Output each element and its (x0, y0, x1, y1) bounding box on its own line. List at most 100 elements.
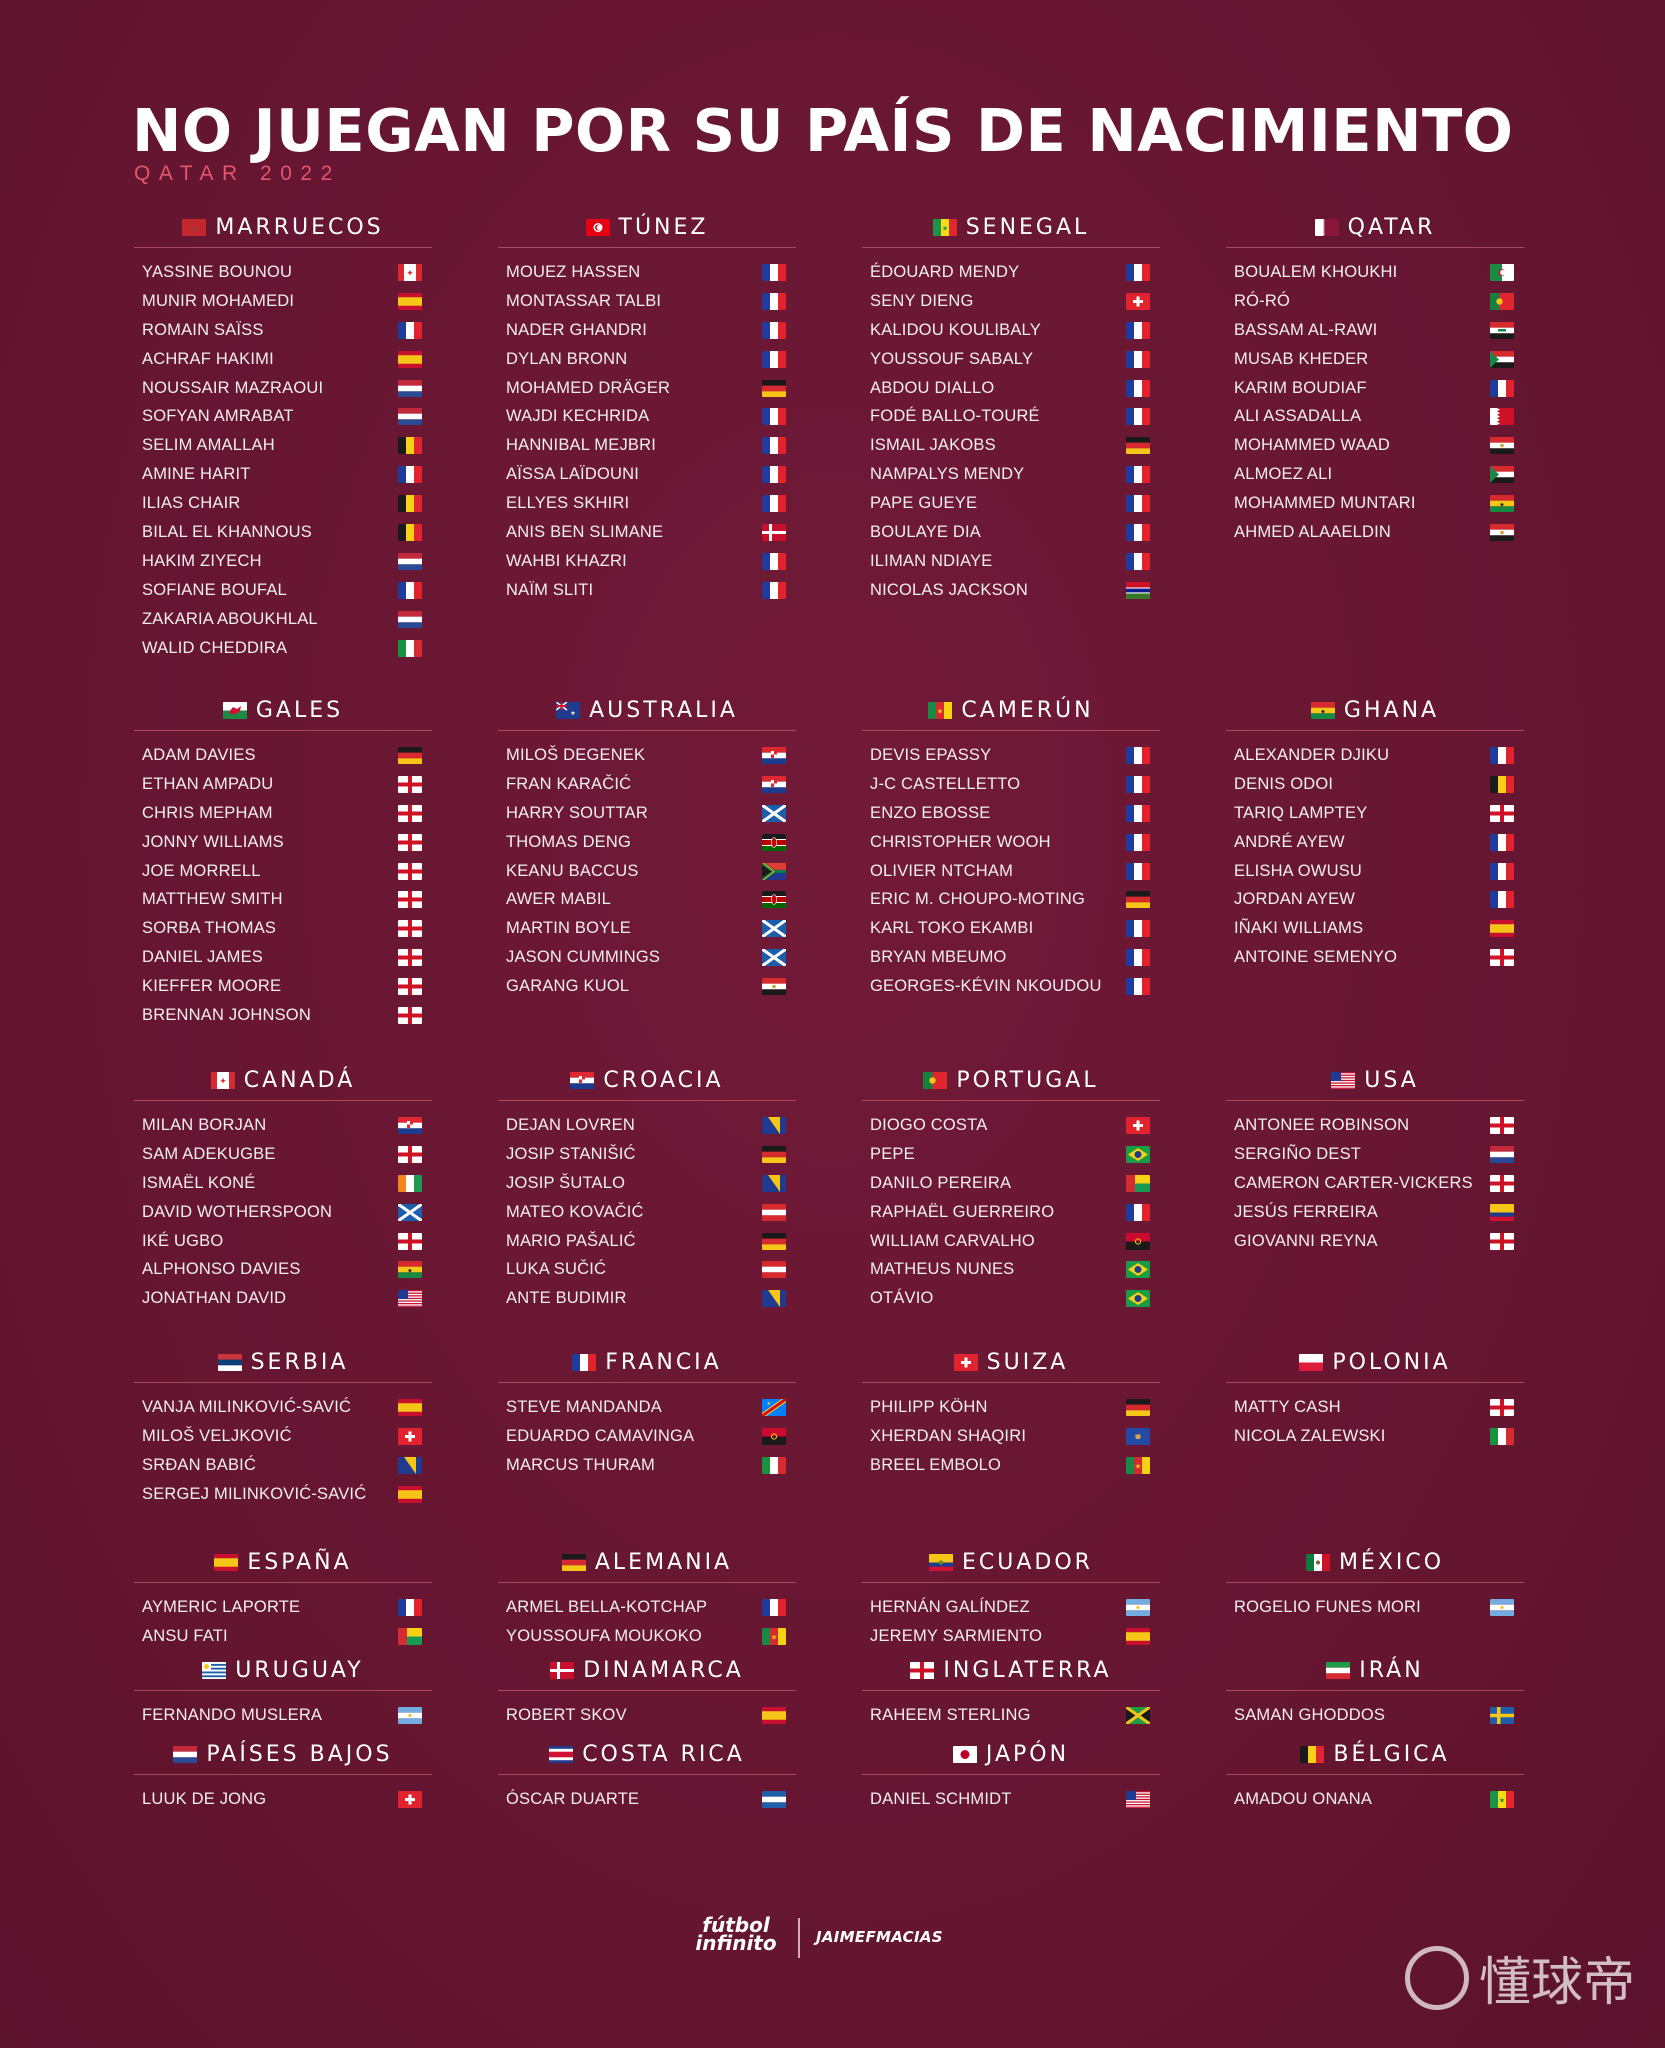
player-row: ANIS BEN SLIMANE (498, 518, 796, 547)
player-name: KARL TOKO EKAMBI (870, 919, 1034, 938)
player-name: ALMOEZ ALI (1234, 465, 1333, 484)
player-row: ADAM DAVIES (134, 741, 432, 770)
player-name: KEANU BACCUS (506, 861, 639, 880)
player-row: CAMERON CARTER-VICKERS (1226, 1169, 1524, 1198)
country-section: JAPÓN DANIEL SCHMIDT (862, 1735, 1160, 1819)
player-name: MOHAMED DRÄGER (506, 378, 671, 397)
country-row: GALES ADAM DAVIES ETHAN AMPADU CHRIS MEPHAM… (134, 691, 1524, 1061)
player-row: PHILIPP KÖHN (862, 1393, 1160, 1422)
france-flag-icon (1126, 523, 1150, 541)
svg-text:★: ★ (771, 1633, 777, 1641)
player-row: WAHBI KHAZRI (498, 547, 796, 576)
country-name: POLONIA (1332, 1350, 1451, 1375)
france-flag-icon (762, 408, 786, 426)
player-name: LUUK DE JONG (142, 1789, 267, 1808)
england-flag-icon (1490, 949, 1514, 967)
player-row: DAVID WOTHERSPOON (134, 1198, 432, 1227)
player-name: ANTE BUDIMIR (506, 1289, 627, 1308)
player-name: STEVE MANDANDA (506, 1397, 662, 1416)
scotland-flag-icon (762, 920, 786, 938)
country-name: TÚNEZ (618, 215, 709, 240)
croatia-flag-icon (762, 746, 786, 764)
svg-text:★: ★ (767, 1401, 772, 1407)
player-name: SRĐAN BABIĆ (142, 1455, 257, 1474)
country-section: ECUADOR HERNÁN GALÍNDEZ JEREMY SARMIENTO (862, 1543, 1160, 1651)
switzerland-flag-icon (1126, 292, 1150, 310)
player-name: J-C CASTELLETTO (870, 774, 1021, 793)
angola-flag-icon (1126, 1232, 1150, 1250)
country-header: GALES (134, 691, 432, 731)
player-row: GARANG KUOL (498, 972, 796, 1001)
player-row: ROGELIO FUNES MORI (1226, 1593, 1524, 1622)
spain-flag-icon (1490, 920, 1514, 938)
country-header: BÉLGICA (1226, 1735, 1524, 1775)
player-row: EDUARDO CAMAVINGA (498, 1422, 796, 1451)
player-row: GEORGES-KÉVIN NKOUDOU (862, 972, 1160, 1001)
france-flag-icon (1126, 949, 1150, 967)
player-row: AÏSSA LAÏDOUNI (498, 460, 796, 489)
player-row: JESÚS FERREIRA (1226, 1198, 1524, 1227)
guineabissau-flag-icon (398, 1627, 422, 1645)
player-row: OTÁVIO (862, 1284, 1160, 1313)
player-row: MUNIR MOHAMEDI (134, 287, 432, 316)
country-name: QATAR (1347, 215, 1436, 240)
player-name: MUSAB KHEDER (1234, 349, 1369, 368)
england-flag-icon (398, 949, 422, 967)
player-row: ALEXANDER DJIKU (1226, 741, 1524, 770)
country-header: ★ AUSTRALIA (498, 691, 796, 731)
player-name: AMADOU ONANA (1234, 1789, 1373, 1808)
player-row: ISMAIL JAKOBS (862, 431, 1160, 460)
england-flag-icon (398, 862, 422, 880)
player-name: ROGELIO FUNES MORI (1234, 1597, 1421, 1616)
player-name: GIOVANNI REYNA (1234, 1231, 1378, 1250)
footer-divider (798, 1918, 800, 1958)
player-row: ENZO EBOSSE (862, 799, 1160, 828)
country-header: JAPÓN (862, 1735, 1160, 1775)
futbol-infinito-logo: fútbol infinito (695, 1913, 777, 1955)
spain-flag-icon (398, 1485, 422, 1503)
country-name: SENEGAL (965, 215, 1090, 240)
spain-flag-icon (398, 1398, 422, 1416)
player-name: KALIDOU KOULIBALY (870, 320, 1041, 339)
country-section: ★ SENEGAL ÉDOUARD MENDY SENY DIENG KALIDOU K… (862, 208, 1160, 691)
player-row: RÓ-RÓ (1226, 287, 1524, 316)
player-row: DANILO PEREIRA (862, 1169, 1160, 1198)
spain-flag-icon (1126, 1627, 1150, 1645)
player-row: SAMAN GHODDOS (1226, 1701, 1524, 1730)
player-name: DANIEL SCHMIDT (870, 1789, 1012, 1808)
player-name: BOULAYE DIA (870, 522, 982, 541)
country-section: CROACIA DEJAN LOVREN JOSIP STANIŠIĆ JOSIP Š… (498, 1061, 796, 1343)
croatia-flag-icon (762, 775, 786, 793)
player-name: HARRY SOUTTAR (506, 803, 648, 822)
ivorycoast-flag-icon (398, 1174, 422, 1192)
player-row: AWER MABIL (498, 885, 796, 914)
country-header: URUGUAY (134, 1651, 432, 1691)
portugal-flag-icon (1490, 292, 1514, 310)
england-flag-icon (398, 978, 422, 996)
player-name: RAPHAËL GUERREIRO (870, 1202, 1055, 1221)
player-name: ZAKARIA ABOUKHLAL (142, 609, 318, 628)
netherlands-flag-icon (398, 610, 422, 628)
country-section: INGLATERRA RAHEEM STERLING (862, 1651, 1160, 1735)
country-name: SERBIA (250, 1350, 349, 1375)
usa-flag-icon (1126, 1790, 1150, 1808)
watermark: 懂球帝 (1404, 1940, 1635, 2015)
player-name: IKÉ UGBO (142, 1231, 224, 1250)
player-row: NICOLAS JACKSON (862, 576, 1160, 605)
player-row: LUUK DE JONG (134, 1785, 432, 1814)
country-name: FRANCIA (605, 1350, 722, 1375)
france-flag-icon (762, 292, 786, 310)
player-name: ACHRAF HAKIMI (142, 349, 274, 368)
austria-flag-icon (762, 1261, 786, 1279)
country-name: ESPAÑA (247, 1550, 352, 1575)
france-flag-icon (762, 437, 786, 455)
player-row: RAHEEM STERLING (862, 1701, 1160, 1730)
player-row: JONATHAN DAVID (134, 1284, 432, 1313)
svg-text:★: ★ (942, 225, 948, 233)
player-row: JONNY WILLIAMS (134, 828, 432, 857)
player-name: NICOLA ZALEWSKI (1234, 1426, 1386, 1445)
drcongo-flag-icon: ★ (762, 1398, 786, 1416)
argentina-flag-icon (398, 1706, 422, 1724)
svg-text:★: ★ (937, 708, 943, 716)
usa-flag-icon (1331, 1072, 1357, 1089)
